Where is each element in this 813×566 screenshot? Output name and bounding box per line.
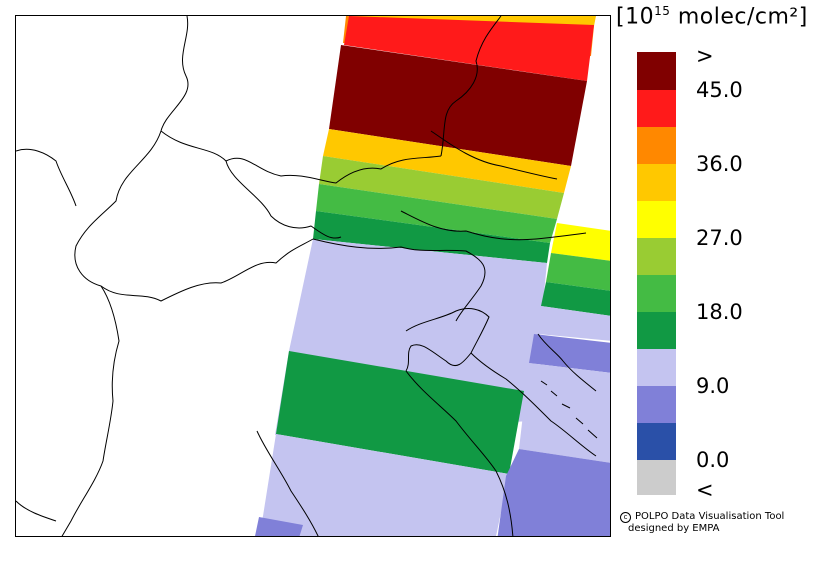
swath-pixel [497,449,610,536]
legend-label-9: 9.0 [696,374,730,398]
map-canvas [16,16,610,536]
legend-title-exponent: 15 [654,4,671,18]
credits-line-1: c POLPO Data Visualisation Tool [620,511,784,523]
swath-pixel [519,363,610,463]
credits-tool-name: POLPO Data Visualisation Tool [635,511,785,522]
legend-swatch-4 [637,423,676,460]
legend-label-0: 0.0 [696,448,730,472]
legend-swatch-31 [637,201,676,238]
swath-pixel [319,156,564,219]
legend-title-suffix: molec/cm²] [670,4,808,30]
legend-swatch-40 [637,127,676,164]
map-area[interactable] [15,15,611,537]
swath-pixel [529,334,610,373]
legend-swatch-18 [637,312,676,349]
swath-pixel [258,434,509,536]
credits: c POLPO Data Visualisation Tool designed … [620,511,784,534]
swath-pixel [546,253,610,291]
satellite-swath [255,16,610,536]
legend-swatch-over [637,52,676,90]
swath-pixel [551,223,610,261]
swath-pixel [276,351,524,474]
swath-pixel [329,45,587,166]
credits-line-2: designed by EMPA [628,523,720,534]
legend-swatch-27 [637,238,676,275]
legend-label-36: 36.0 [696,152,743,176]
legend-swatch-36 [637,164,676,201]
legend-swatch-9 [637,386,676,423]
swath-pixel [344,16,594,81]
swath-pixel [538,306,610,341]
legend-swatch-45 [637,90,676,127]
copyright-icon: c [620,512,631,523]
legend-swatch-under [637,460,676,495]
legend-title-prefix: [10 [616,4,655,30]
swath-pixel [541,282,610,316]
swath-pixel [323,129,571,193]
swath-pixel [255,517,303,536]
legend-label-over: > [696,44,714,68]
legend-label-under: < [696,478,714,502]
legend-swatch-13 [637,349,676,386]
legend-label-18: 18.0 [696,300,743,324]
coastline-borders [16,16,598,536]
legend-swatch-22 [637,275,676,312]
swath-pixel [316,184,557,243]
legend-label-45: 45.0 [696,78,743,102]
legend-label-27: 27.0 [696,226,743,250]
swath-pixel [313,211,550,263]
legend-title: [1015 molec/cm²] [616,4,811,29]
